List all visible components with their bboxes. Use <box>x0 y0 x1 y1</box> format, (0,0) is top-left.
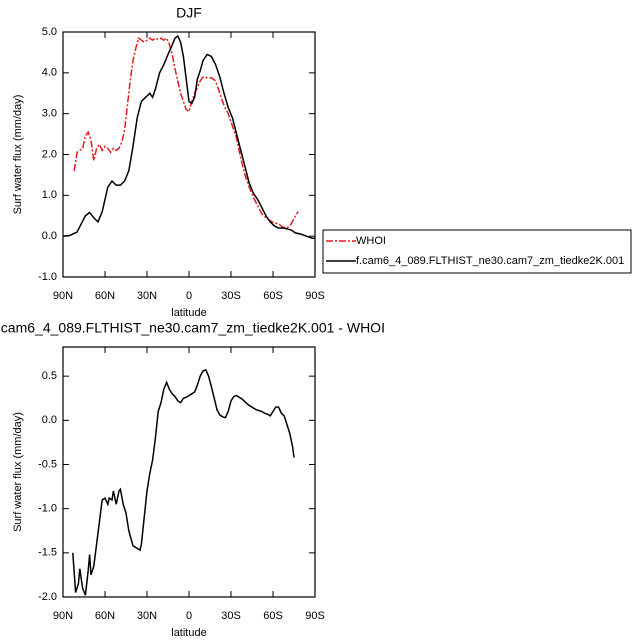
x-tick-label: 90S <box>305 290 325 302</box>
y-tick-label: 5.0 <box>42 26 57 38</box>
x-tick-label: 60S <box>263 610 283 622</box>
x-tick-label: 30N <box>137 610 157 622</box>
series-line <box>73 36 299 229</box>
plot-frame <box>62 31 316 278</box>
x-tick-label: 0 <box>186 610 192 622</box>
series-line <box>62 34 315 239</box>
x-tick-label: 60N <box>95 290 115 302</box>
chart-title: f.cam6_4_089.FLTHIST_ne30.cam7_zm_tiedke… <box>0 320 385 336</box>
y-axis-label: Surf water flux (mm/day) <box>12 412 24 532</box>
series-line <box>72 369 295 596</box>
chart-title: DJF <box>176 5 202 21</box>
y-tick-label: 3.0 <box>42 108 57 120</box>
y-tick-label: -0.5 <box>38 458 57 470</box>
x-axis-label: latitude <box>171 307 206 319</box>
x-tick-label: 90S <box>305 610 325 622</box>
y-tick-label: 0.0 <box>42 414 57 426</box>
x-tick-label: 90N <box>53 290 73 302</box>
x-tick-label: 60S <box>263 290 283 302</box>
x-tick-label: 30N <box>137 290 157 302</box>
x-tick-label: 30S <box>221 290 241 302</box>
y-tick-label: 1.0 <box>42 189 57 201</box>
y-tick-label: -2.0 <box>38 591 57 603</box>
legend: WHOI f.cam6_4_089.FLTHIST_ne30.cam7_zm_ti… <box>322 229 632 274</box>
legend-box <box>322 229 632 274</box>
y-tick-label: 0.0 <box>42 230 57 242</box>
x-tick-label: 90N <box>53 610 73 622</box>
chart-panel: f.cam6_4_089.FLTHIST_ne30.cam7_zm_tiedke… <box>0 320 385 639</box>
legend-label: WHOI <box>356 235 386 247</box>
x-tick-label: 0 <box>186 290 192 302</box>
x-tick-label: 60N <box>95 610 115 622</box>
y-tick-label: -1.0 <box>38 271 57 283</box>
y-axis-label: Surf water flux (mm/day) <box>12 95 24 215</box>
chart-panel: DJF Surf water flux (mm/day) latitude -1.0 0… <box>12 5 632 319</box>
x-axis-label: latitude <box>171 627 206 639</box>
y-tick-label: 2.0 <box>42 148 57 160</box>
legend-label: f.cam6_4_089.FLTHIST_ne30.cam7_zm_tiedke… <box>356 255 624 267</box>
y-tick-label: -1.5 <box>38 547 57 559</box>
x-tick-label: 30S <box>221 610 241 622</box>
y-tick-label: 4.0 <box>42 67 57 79</box>
y-tick-label: 0.5 <box>42 370 57 382</box>
plot-frame <box>62 346 316 598</box>
y-tick-label: -1.0 <box>38 503 57 515</box>
